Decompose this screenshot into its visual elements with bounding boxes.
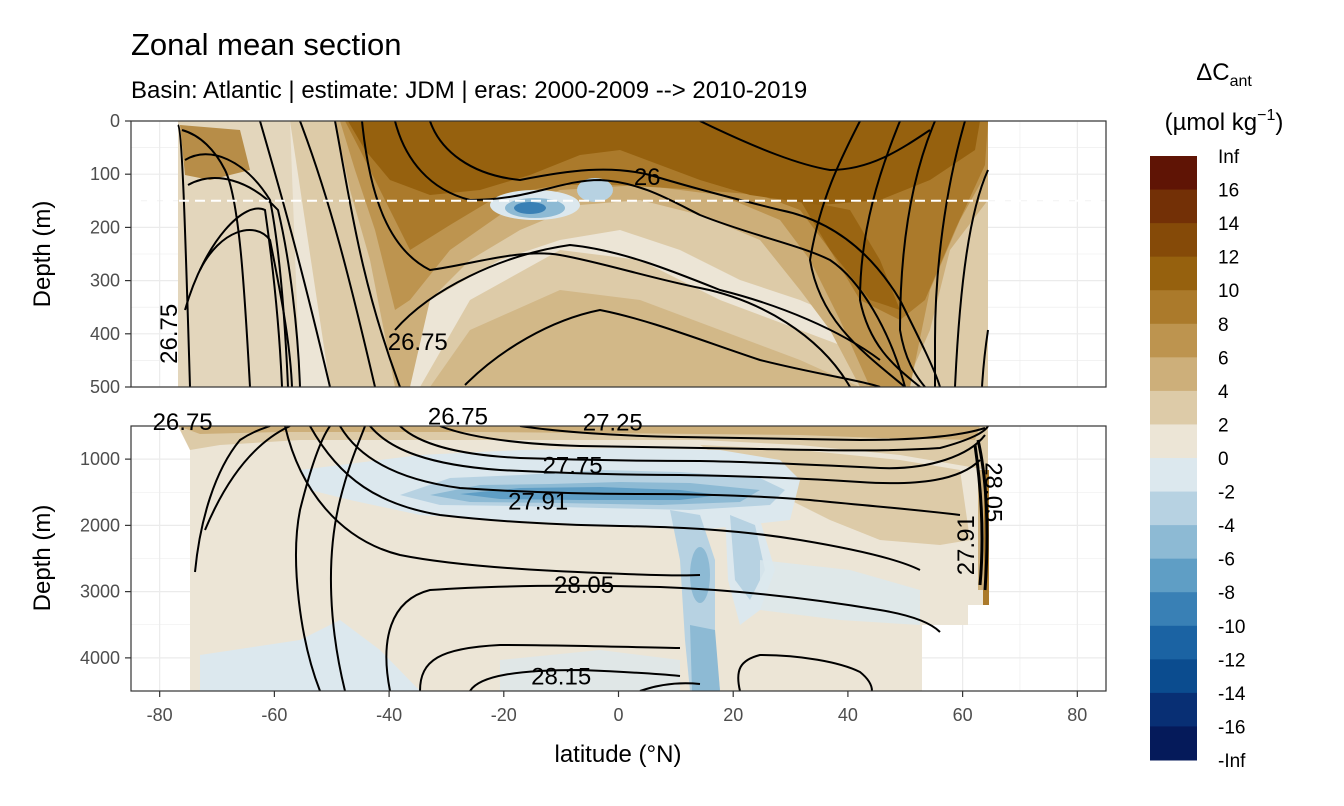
y-tick-label: 200 [90,217,120,237]
legend-label: -8 [1218,583,1235,604]
legend-label: 4 [1218,382,1229,403]
legend-swatch [1150,189,1197,224]
contour-label: 28.05 [554,572,614,599]
x-tick-label: 60 [953,705,973,725]
legend-swatch [1150,592,1197,627]
legend-label: 6 [1218,348,1229,369]
legend-label: 10 [1218,281,1239,302]
contour-label: 27.75 [543,453,603,480]
legend-swatch [1150,357,1197,392]
legend-label: 8 [1218,315,1229,336]
y-tick-label: 4000 [80,648,120,668]
upper-panel-border [130,120,1107,388]
legend-label: 16 [1218,181,1239,202]
legend-swatch [1150,156,1197,191]
legend-swatch [1150,659,1197,694]
contour-label: 28.05 [980,462,1007,522]
y-tick-label: 2000 [80,515,120,535]
x-tick-label: 80 [1067,705,1087,725]
legend-label: 0 [1218,449,1229,470]
legend-swatch [1150,290,1197,325]
legend-unit: (µmol kg−1) [1165,107,1284,136]
contour-label: 27.91 [953,515,980,575]
x-tick-label: 40 [838,705,858,725]
upper-y-axis-ticks: 0 100 200 300 400 500 [90,111,131,397]
upper-panel-fill [177,121,989,387]
x-tick-label: -20 [491,705,517,725]
contour-label: 26.75 [156,304,183,364]
x-tick-label: 0 [613,705,623,725]
contour-label: 26 [634,164,661,191]
legend-swatch [1150,491,1197,526]
legend-label: -10 [1218,617,1245,638]
lower-panel-fill [178,426,989,691]
legend-label: Inf [1218,147,1240,168]
legend-label: -4 [1218,516,1235,537]
x-tick-label: -60 [261,705,287,725]
legend-label: -Inf [1218,751,1246,772]
chart-title: Zonal mean section [131,27,402,62]
legend-swatch [1150,458,1197,493]
legend-swatch [1150,726,1197,761]
legend-title-main: ΔC [1196,59,1229,86]
y-tick-label: 100 [90,164,120,184]
legend-label: -6 [1218,550,1235,571]
contour-label: 26.75 [388,329,448,356]
legend-unit-post: ) [1275,109,1283,136]
legend-label: 14 [1218,214,1240,235]
contour-label: 26.75 [153,409,213,436]
contour-label: 26.75 [428,404,488,431]
legend-label: -14 [1218,684,1246,705]
legend-label: -12 [1218,650,1245,671]
legend-title-sub: ant [1230,73,1253,90]
color-legend: ΔCant (µmol kg−1) Inf 16 14 12 10 8 6 4 2 0 -2 -4 -6… [1150,59,1283,772]
legend-labels: Inf 16 14 12 10 8 6 4 2 0 -2 -4 -6 -8 -10 -12 -14 -16 -Inf [1218,147,1246,772]
contour-label: 28.15 [531,663,591,690]
legend-swatch [1150,323,1197,358]
legend-swatch [1150,390,1197,425]
legend-swatch [1150,256,1197,291]
legend-label: 12 [1218,248,1239,269]
legend-unit-sup: −1 [1257,107,1275,124]
upper-panel [130,120,1107,388]
legend-title: ΔCant [1196,59,1252,90]
legend-swatch [1150,625,1197,660]
y-tick-label: 1000 [80,449,120,469]
legend-swatch [1150,692,1197,727]
lower-y-axis-title: Depth (m) [29,505,56,612]
chart-subtitle: Basin: Atlantic | estimate: JDM | eras: … [131,77,807,104]
legend-swatch [1150,558,1197,593]
y-tick-label: 3000 [80,582,120,602]
lower-panel [130,425,1107,692]
legend-unit-pre: (µmol kg [1165,109,1258,136]
y-tick-label: 500 [90,377,120,397]
lower-y-axis-ticks: 1000 2000 3000 4000 [80,449,131,668]
contour-label: 27.25 [583,410,643,437]
x-tick-label: 20 [723,705,743,725]
x-tick-label: -80 [147,705,173,725]
legend-label: -16 [1218,717,1245,738]
y-tick-label: 0 [110,111,120,131]
legend-label: 2 [1218,415,1229,436]
upper-y-axis-title: Depth (m) [29,201,56,308]
legend-colorbar [1150,156,1197,761]
y-tick-label: 400 [90,324,120,344]
legend-label: -2 [1218,483,1235,504]
legend-swatch [1150,424,1197,459]
legend-swatch [1150,223,1197,258]
x-tick-label: -40 [376,705,402,725]
x-axis-ticks: -80 -60 -40 -20 0 20 40 60 80 [147,691,1087,725]
contour-label: 27.91 [508,488,568,515]
x-axis-title: latitude (°N) [555,741,682,768]
legend-swatch [1150,525,1197,560]
y-tick-label: 300 [90,271,120,291]
